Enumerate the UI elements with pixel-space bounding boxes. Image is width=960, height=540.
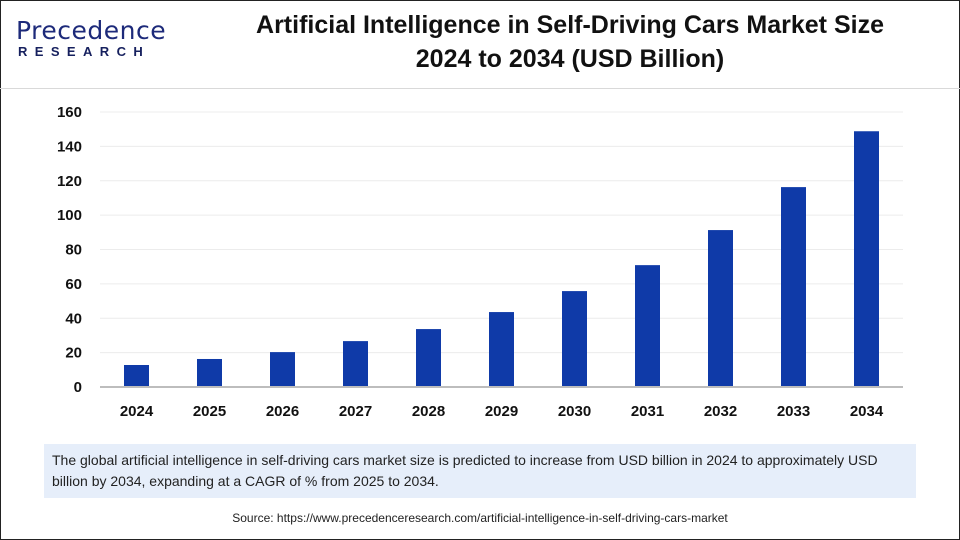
bar-2028 (416, 329, 441, 387)
x-tick-label: 2028 (412, 403, 445, 420)
y-tick-label: 0 (74, 379, 82, 396)
bar-2032 (708, 230, 733, 387)
bar-2024 (124, 365, 149, 387)
y-tick-label: 60 (65, 276, 82, 293)
source-text: Source: https://www.precedenceresearch.c… (232, 511, 728, 525)
logo-line2: RESEARCH (18, 44, 151, 59)
y-tick-label: 100 (57, 207, 82, 224)
logo-line1: Precedence (16, 16, 167, 45)
title-line1: Artificial Intelligence in Self-Driving … (256, 11, 884, 39)
bar-2030 (562, 291, 587, 387)
y-tick-label: 20 (65, 345, 82, 362)
x-tick-label: 2032 (704, 403, 737, 420)
x-tick-label: 2027 (339, 403, 372, 420)
y-tick-label: 80 (65, 242, 82, 259)
header-divider (0, 88, 960, 89)
bar-chart: 0 20 40 60 80 100 120 140 160 2024 2025 2026 2027 202… (57, 104, 903, 420)
summary-note: The global artificial intelligence in se… (44, 444, 916, 498)
bar-2031 (635, 265, 660, 387)
bar-2029 (489, 312, 514, 387)
x-tick-label: 2024 (120, 403, 154, 420)
x-tick-label: 2033 (777, 403, 810, 420)
x-tick-label: 2031 (631, 403, 664, 420)
x-tick-label: 2026 (266, 403, 299, 420)
y-tick-label: 140 (57, 138, 82, 155)
bar-2034 (854, 131, 879, 387)
x-tick-label: 2025 (193, 403, 226, 420)
y-tick-label: 120 (57, 173, 82, 190)
x-tick-label: 2030 (558, 403, 591, 420)
title-line2: 2024 to 2034 (USD Billion) (415, 45, 725, 73)
x-tick-label: 2029 (485, 403, 518, 420)
chart-title: Artificial Intelligence in Self-Driving … (200, 8, 940, 76)
y-tick-label: 160 (57, 104, 82, 121)
bar-2025 (197, 358, 222, 387)
bar-2033 (781, 187, 806, 387)
y-tick-label: 40 (65, 310, 82, 327)
bar-2027 (343, 341, 368, 387)
x-tick-label: 2034 (850, 403, 884, 420)
bar-2026 (270, 352, 295, 387)
precedence-research-logo: Precedence RESEARCH (16, 18, 166, 64)
